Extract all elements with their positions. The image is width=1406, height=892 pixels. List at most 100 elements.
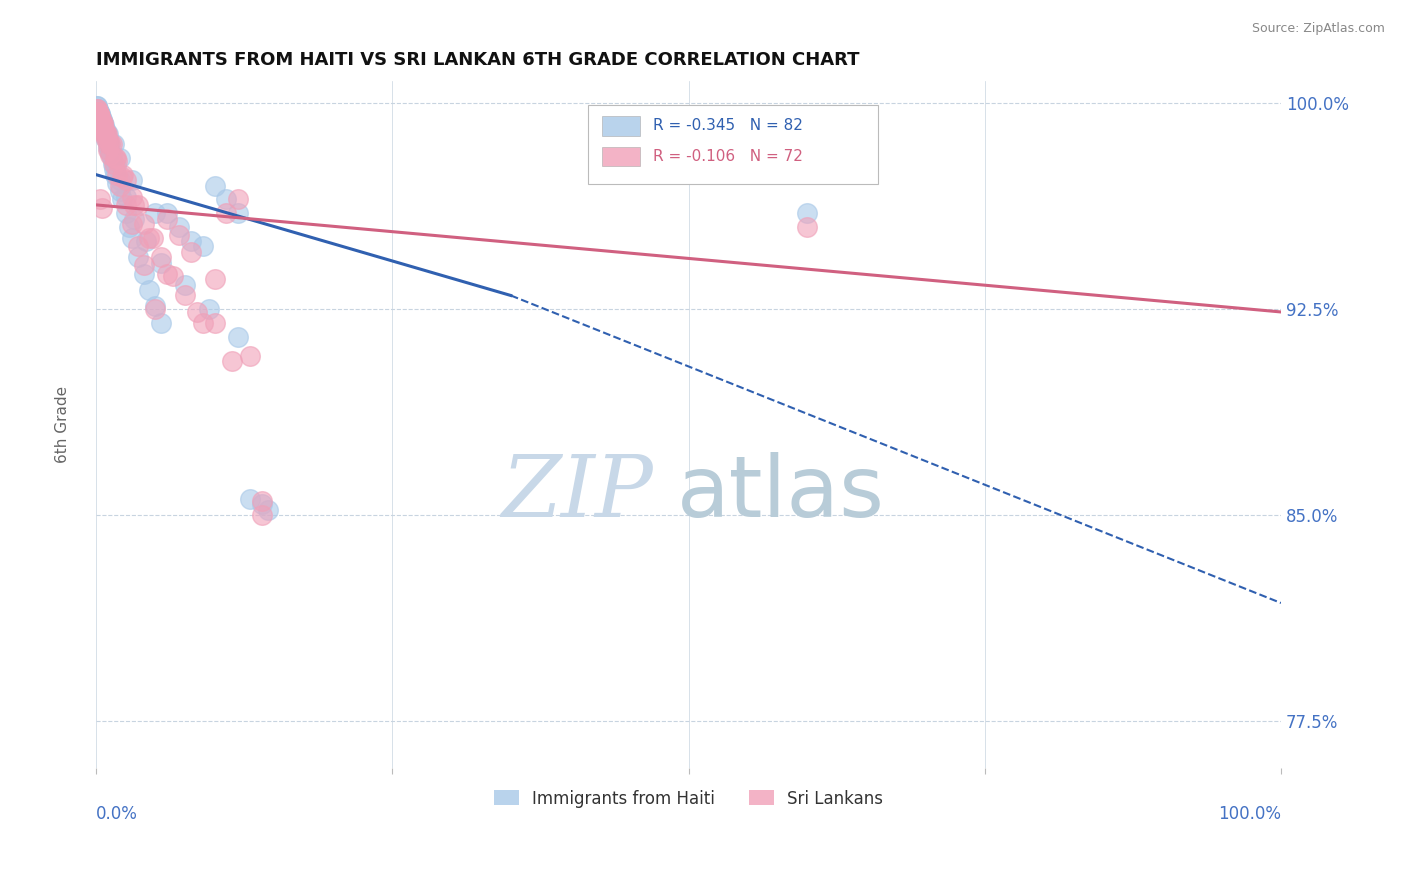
Point	[228, 329, 250, 343]
Point	[174, 277, 197, 292]
Point	[94, 132, 117, 146]
Point	[221, 354, 243, 368]
Point	[91, 124, 114, 138]
Point	[180, 234, 202, 248]
Text: R = -0.345   N = 82: R = -0.345 N = 82	[652, 119, 803, 134]
Point	[100, 137, 122, 152]
Point	[142, 231, 165, 245]
Point	[127, 250, 149, 264]
Point	[156, 267, 179, 281]
Point	[93, 124, 115, 138]
Point	[87, 110, 110, 124]
Point	[132, 258, 155, 272]
Point	[86, 102, 108, 116]
Point	[87, 107, 110, 121]
Point	[250, 508, 273, 522]
Point	[108, 151, 131, 165]
Point	[86, 104, 108, 119]
Point	[86, 107, 108, 121]
Point	[86, 104, 108, 119]
Point	[105, 160, 128, 174]
Point	[111, 193, 134, 207]
Point	[87, 107, 110, 121]
Point	[145, 300, 167, 314]
Point	[90, 115, 112, 129]
Point	[93, 127, 115, 141]
Point	[228, 193, 250, 207]
Point	[191, 239, 214, 253]
Point	[108, 173, 131, 187]
Point	[127, 198, 149, 212]
Point	[87, 104, 110, 119]
Point	[114, 198, 136, 212]
Point	[191, 316, 214, 330]
Point	[90, 112, 112, 127]
Point	[174, 288, 197, 302]
Point	[127, 239, 149, 253]
Point	[138, 283, 160, 297]
Point	[104, 168, 127, 182]
Point	[97, 137, 120, 152]
Point	[138, 231, 160, 245]
Point	[103, 137, 125, 152]
Point	[86, 102, 108, 116]
Point	[89, 107, 111, 121]
Point	[89, 112, 111, 127]
Point	[162, 269, 184, 284]
Point	[87, 104, 110, 119]
Point	[180, 244, 202, 259]
Point	[91, 112, 114, 127]
Point	[98, 145, 121, 160]
Point	[94, 124, 117, 138]
Point	[86, 99, 108, 113]
Point	[94, 124, 117, 138]
Point	[91, 124, 114, 138]
Point	[135, 234, 157, 248]
Point	[86, 107, 108, 121]
Point	[94, 132, 117, 146]
Point	[132, 267, 155, 281]
Point	[86, 102, 108, 116]
Point	[105, 151, 128, 165]
Point	[91, 115, 114, 129]
Point	[91, 112, 114, 127]
Point	[111, 170, 134, 185]
Point	[96, 132, 118, 146]
Point	[89, 110, 111, 124]
Point	[97, 143, 120, 157]
Point	[87, 110, 110, 124]
Point	[91, 121, 114, 136]
Point	[122, 198, 145, 212]
Point	[150, 250, 173, 264]
Text: 0.0%: 0.0%	[96, 805, 138, 823]
Point	[132, 217, 155, 231]
Point	[86, 102, 108, 116]
Point	[112, 168, 135, 182]
Point	[107, 153, 129, 168]
FancyBboxPatch shape	[588, 105, 879, 185]
Point	[98, 135, 121, 149]
Point	[103, 162, 125, 177]
Point	[150, 316, 173, 330]
Point	[90, 118, 112, 132]
Point	[97, 127, 120, 141]
Point	[90, 110, 112, 124]
Point	[167, 228, 190, 243]
Point	[107, 176, 129, 190]
Point	[796, 219, 818, 234]
Point	[250, 494, 273, 508]
Point	[91, 115, 114, 129]
Point	[93, 121, 115, 136]
Point	[91, 118, 114, 132]
Point	[91, 201, 114, 215]
Point	[145, 206, 167, 220]
Text: R = -0.106   N = 72: R = -0.106 N = 72	[652, 149, 803, 164]
Point	[204, 272, 226, 286]
Point	[156, 206, 179, 220]
Point	[197, 302, 219, 317]
Point	[87, 107, 110, 121]
Point	[150, 255, 173, 269]
Point	[86, 99, 108, 113]
Point	[89, 110, 111, 124]
Point	[91, 115, 114, 129]
